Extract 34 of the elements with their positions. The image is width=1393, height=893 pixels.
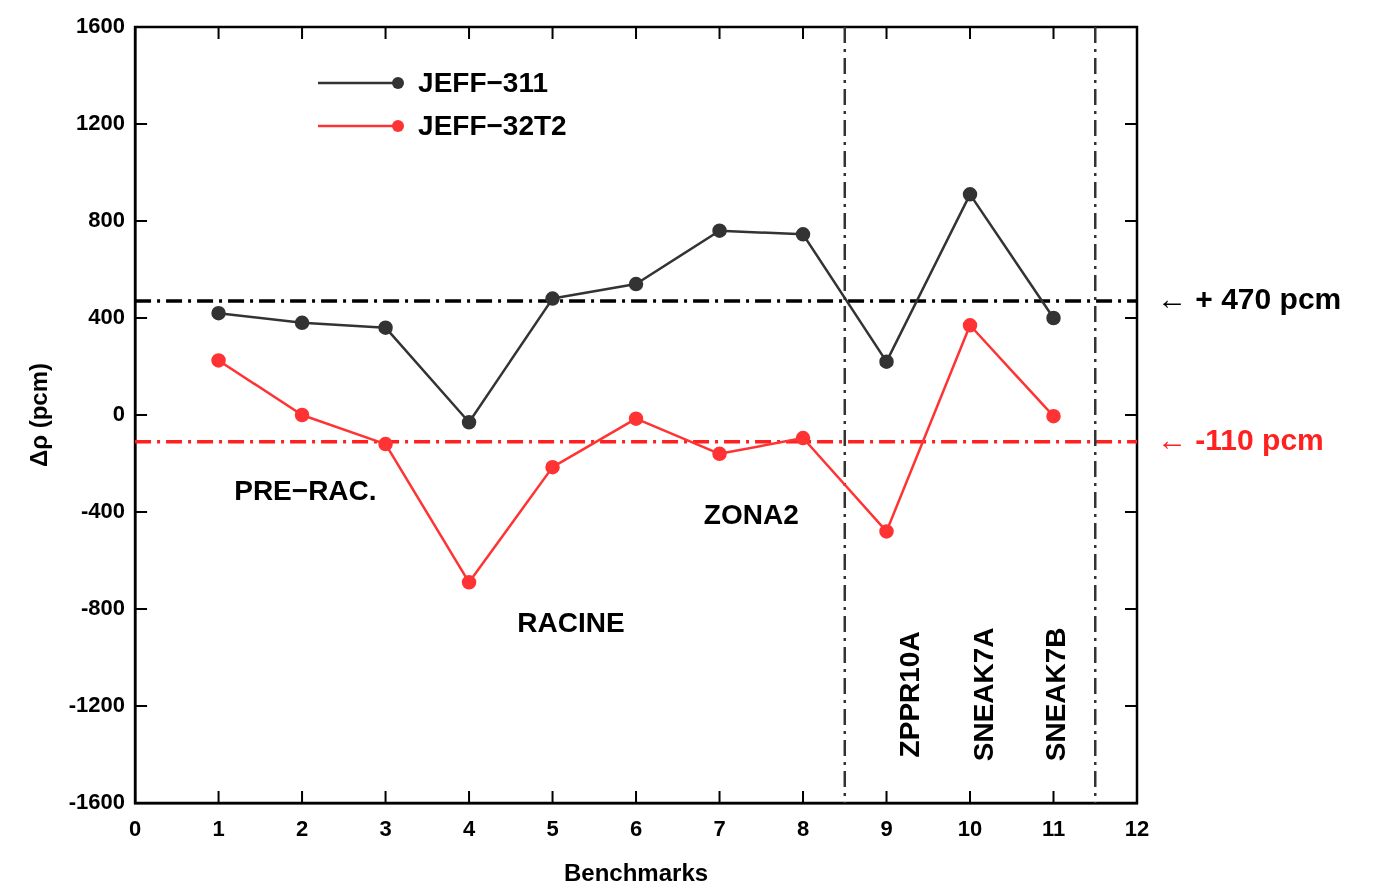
y-axis-title: Δρ (pcm) <box>25 362 53 468</box>
x-tick-label: 0 <box>128 816 142 842</box>
x-tick-label: 9 <box>880 816 893 842</box>
x-tick-label: 3 <box>379 816 392 842</box>
ref-line-label: ← + 470 pcm <box>1157 282 1342 316</box>
y-tick-label: 1600 <box>76 13 126 39</box>
x-tick-label: 12 <box>1124 816 1150 842</box>
y-tick-label: -800 <box>81 595 126 621</box>
y-tick-label: 1200 <box>76 110 126 136</box>
y-tick-label: 0 <box>112 401 126 427</box>
annotation: SNEAK7B <box>1039 627 1071 762</box>
x-tick-label: 11 <box>1041 816 1066 842</box>
y-tick-label: 400 <box>88 304 126 330</box>
x-axis-title: Benchmarks <box>563 859 709 887</box>
x-tick-label: 10 <box>957 816 983 842</box>
legend-label: JEFF−311 <box>418 66 549 99</box>
legend-label: JEFF−32T2 <box>418 109 567 142</box>
annotation: ZONA2 <box>703 498 799 530</box>
x-tick-label: 4 <box>462 816 476 842</box>
ref-line-label: ← -110 pcm <box>1157 422 1324 456</box>
x-tick-label: 1 <box>212 816 225 842</box>
y-tick-label: -1600 <box>68 789 126 815</box>
x-tick-label: 6 <box>629 816 643 842</box>
y-tick-label: -400 <box>81 498 126 524</box>
x-tick-label: 8 <box>796 816 810 842</box>
y-tick-label: -1200 <box>68 692 126 718</box>
annotation: PRE−RAC. <box>234 475 377 507</box>
x-tick-label: 5 <box>546 816 559 842</box>
y-tick-label: 800 <box>88 207 126 233</box>
annotation: ZPPR10A <box>894 631 926 758</box>
annotation: SNEAK7A <box>968 627 1000 762</box>
x-tick-label: 2 <box>295 816 309 842</box>
annotation: RACINE <box>517 607 625 639</box>
x-tick-label: 7 <box>713 816 726 842</box>
